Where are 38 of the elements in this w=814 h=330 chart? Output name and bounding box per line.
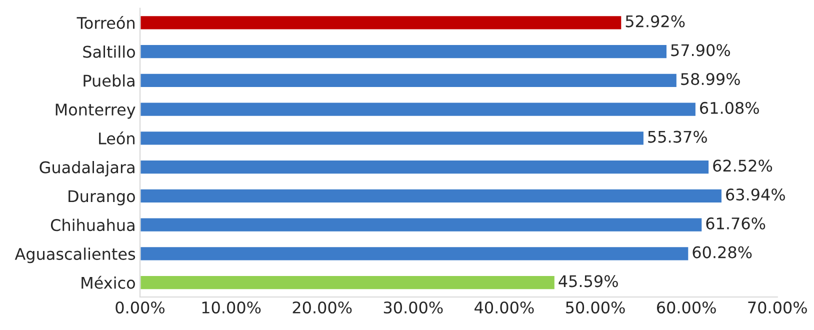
- bar: [140, 101, 697, 118]
- data-label: 62.52%: [713, 160, 772, 172]
- bar: [140, 274, 556, 290]
- data-label: 60.28%: [692, 246, 752, 258]
- x-tick-label: 70.00%: [748, 301, 807, 314]
- bar: [140, 159, 710, 175]
- x-tick-label: 20.00%: [292, 301, 352, 314]
- bar: [140, 130, 645, 146]
- bar: [140, 246, 690, 262]
- data-label: 52.92%: [626, 15, 685, 28]
- x-tick-label: 10.00%: [202, 301, 261, 314]
- y-tick-label: León: [99, 131, 134, 144]
- data-label: 63.94%: [726, 188, 785, 201]
- bar: [140, 188, 723, 204]
- y-tick-label: Aguascalientes: [14, 248, 136, 264]
- bar: [140, 72, 678, 88]
- bar: [140, 216, 704, 233]
- x-tick-label: 50.00%: [566, 301, 625, 314]
- y-tick-label: Torreón: [76, 16, 134, 29]
- bar: [140, 14, 623, 31]
- y-tick-label: México: [82, 276, 135, 289]
- data-label: 61.76%: [706, 217, 766, 230]
- y-tick-label: Durango: [68, 190, 135, 206]
- y-tick-label: Saltillo: [83, 45, 135, 58]
- x-tick-label: 60.00%: [656, 301, 716, 314]
- data-label: 61.08%: [700, 102, 759, 114]
- y-tick-label: Guadalajara: [40, 160, 134, 176]
- data-label: 58.99%: [681, 72, 740, 86]
- data-label: 57.90%: [671, 44, 730, 56]
- x-tick-label: 0.00%: [116, 301, 164, 314]
- x-tick-label: 30.00%: [384, 301, 443, 314]
- data-label: 45.59%: [558, 275, 618, 288]
- data-label: 55.37%: [648, 130, 707, 143]
- y-tick-label: Puebla: [84, 74, 134, 87]
- y-tick-label: Monterrey: [56, 104, 136, 119]
- x-tick-label: 40.00%: [474, 301, 534, 314]
- y-tick-label: Chihuahua: [50, 218, 134, 232]
- bar: [140, 44, 668, 60]
